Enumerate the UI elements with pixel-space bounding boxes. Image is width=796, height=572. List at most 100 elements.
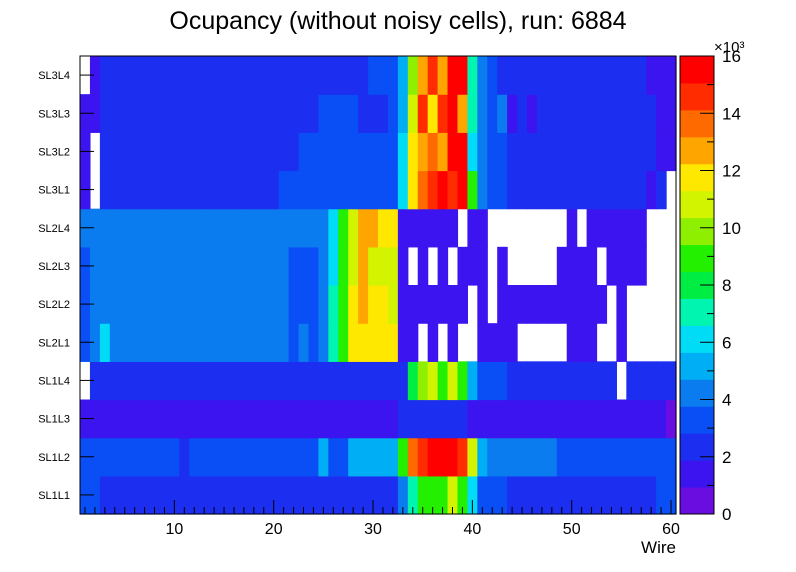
heatmap-cell [507, 475, 518, 515]
heatmap-cell [378, 285, 389, 324]
heatmap-cell [477, 437, 488, 477]
heatmap-cell [358, 475, 369, 515]
heatmap-cell [616, 323, 627, 362]
heatmap-cell [189, 94, 200, 133]
heatmap-cell [546, 56, 558, 95]
heatmap-cell [199, 56, 210, 95]
heatmap-cell [606, 437, 617, 477]
heatmap-cell [596, 170, 608, 210]
heatmap-cell [159, 361, 170, 401]
heatmap-cell [179, 399, 190, 439]
heatmap-cell [348, 361, 359, 401]
heatmap-cell [387, 170, 399, 210]
heatmap-cell [437, 475, 449, 515]
y-tick-label: SL3L2 [38, 146, 70, 158]
heatmap-cell [616, 132, 627, 172]
heatmap-cell [527, 437, 538, 477]
heatmap-cell [576, 170, 588, 210]
heatmap-cell [318, 132, 329, 172]
heatmap-cell [99, 361, 111, 401]
heatmap-cell [487, 475, 498, 515]
heatmap-cell [89, 361, 101, 401]
heatmap-cell [586, 399, 598, 439]
heatmap-cell [99, 475, 111, 515]
heatmap-cell [427, 399, 439, 439]
heatmap-cell [517, 399, 528, 439]
heatmap-cell [397, 285, 409, 324]
heatmap-cell [89, 208, 101, 248]
heatmap-cell [258, 323, 270, 362]
heatmap-cell [566, 285, 578, 324]
heatmap-cell [169, 437, 180, 477]
heatmap-cell [328, 170, 339, 210]
heatmap-cell [248, 475, 260, 515]
heatmap-cell [497, 246, 508, 286]
heatmap-cell [169, 475, 180, 515]
heatmap-cell [219, 170, 230, 210]
heatmap-cell [596, 285, 608, 324]
heatmap-cell [109, 285, 121, 324]
heatmap-cell [109, 437, 121, 477]
heatmap-cell [109, 208, 121, 248]
heatmap-cell [636, 208, 647, 248]
heatmap-cell [646, 361, 657, 401]
heatmap-cell [636, 56, 647, 95]
heatmap-cell [139, 56, 151, 95]
heatmap-cell [427, 285, 439, 324]
heatmap-cell [378, 399, 389, 439]
heatmap-cell [238, 208, 250, 248]
heatmap-cell [596, 361, 608, 401]
heatmap-cell [457, 285, 468, 324]
heatmap-cell [387, 56, 399, 95]
heatmap-cell [576, 437, 588, 477]
y-tick-label: SL1L3 [38, 414, 70, 426]
heatmap-cell [298, 208, 310, 248]
heatmap-cell [189, 323, 200, 362]
heatmap-cell [596, 475, 608, 515]
heatmap-cell [278, 437, 290, 477]
heatmap-cell [626, 399, 637, 439]
heatmap-cell [288, 475, 300, 515]
heatmap-cell [189, 56, 200, 95]
heatmap-cell [467, 132, 478, 172]
z-tick-label: 8 [722, 276, 731, 295]
heatmap-cell [338, 208, 349, 248]
heatmap-cell [189, 208, 200, 248]
heatmap-cell [308, 246, 319, 286]
heatmap-cell [437, 208, 449, 248]
heatmap-cell [556, 475, 568, 515]
chart-title: Ocupancy (without noisy cells), run: 688… [169, 7, 626, 35]
heatmap-cell [626, 56, 637, 95]
heatmap-cell [119, 246, 131, 286]
heatmap-cell [566, 361, 578, 401]
heatmap-cell [626, 170, 637, 210]
heatmap-cell [467, 246, 478, 286]
heatmap-cell [119, 285, 131, 324]
heatmap-cell [427, 56, 439, 95]
heatmap-cell [527, 94, 538, 133]
heatmap-cell [99, 170, 111, 210]
heatmap-cell [149, 56, 161, 95]
heatmap-cell [378, 132, 389, 172]
heatmap-cell [507, 170, 518, 210]
heatmap-cell [238, 132, 250, 172]
heatmap-cell [387, 437, 399, 477]
y-tick-label: SL1L2 [38, 452, 70, 464]
heatmap-cell [606, 132, 617, 172]
heatmap-cell [179, 170, 190, 210]
heatmap-cell [497, 170, 508, 210]
heatmap-cell [298, 437, 310, 477]
heatmap-cell [626, 437, 637, 477]
heatmap-cell [636, 170, 647, 210]
heatmap-cell [417, 361, 429, 401]
heatmap-cell [219, 475, 230, 515]
heatmap-cell [566, 399, 578, 439]
heatmap-cell [308, 94, 319, 133]
heatmap-cell [656, 399, 667, 439]
heatmap-cell [99, 323, 111, 362]
palette-swatch [680, 136, 714, 165]
heatmap-cell [656, 475, 667, 515]
heatmap-cell [328, 94, 339, 133]
heatmap-cell [368, 56, 379, 95]
heatmap-cell [407, 437, 419, 477]
